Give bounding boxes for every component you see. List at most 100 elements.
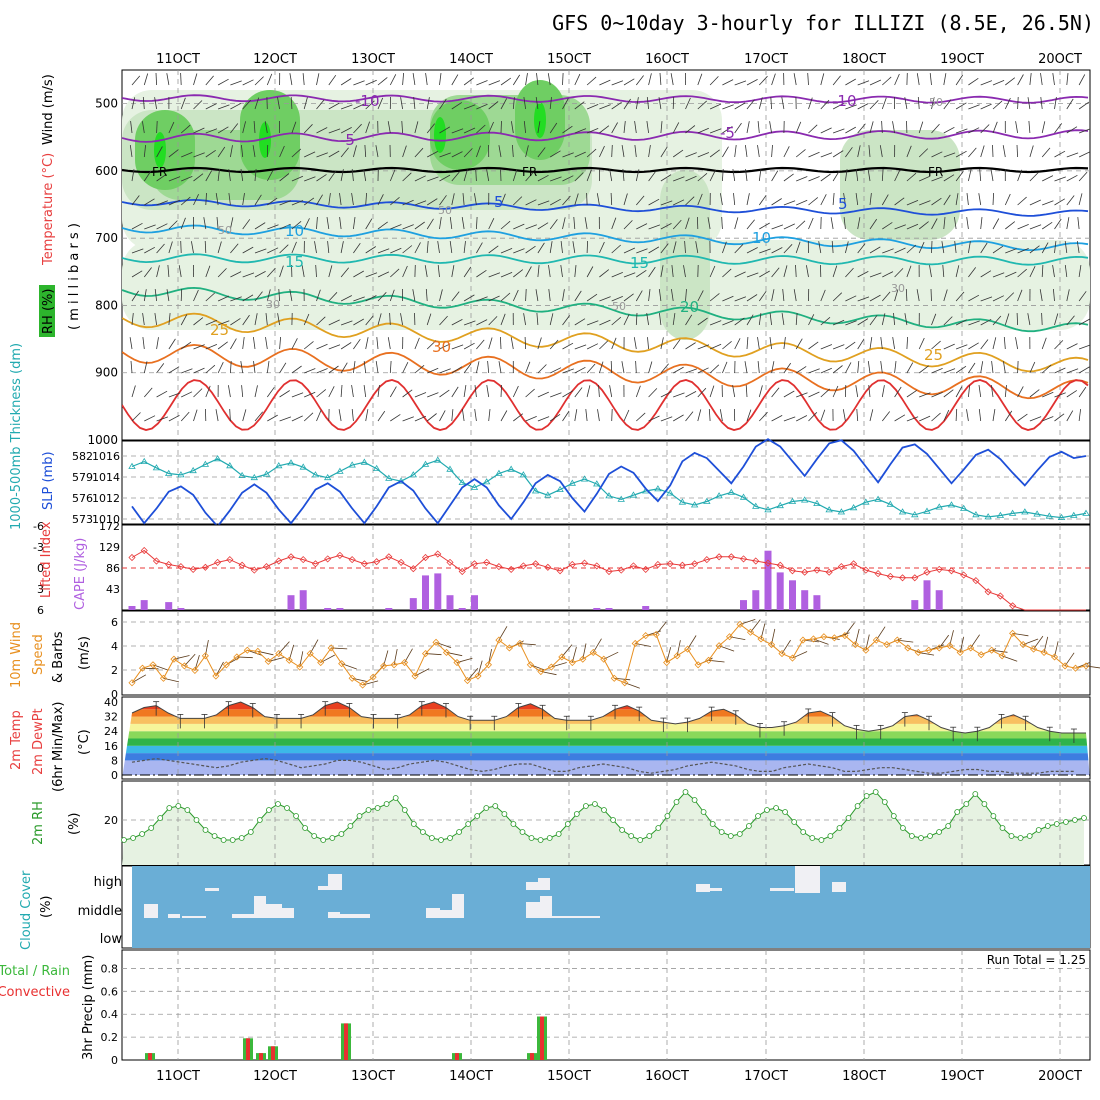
upper-wind-barb <box>869 315 878 326</box>
thickness-point <box>605 492 613 499</box>
upper-wind-barb <box>783 337 786 350</box>
upper-wind-barb <box>857 296 870 302</box>
upper-wind-barb <box>1003 336 1006 350</box>
thickness-point <box>336 467 344 474</box>
wind10-point <box>411 672 419 680</box>
isotherm-line <box>122 286 1089 333</box>
upper-wind-barb <box>168 199 181 206</box>
upper-wind-barb <box>562 315 571 326</box>
wind10-barb <box>404 648 413 663</box>
upper-wind-barb <box>795 312 798 326</box>
upper-wind-barb <box>1066 152 1079 158</box>
upper-wind-barb <box>525 73 528 86</box>
upper-wind-barb <box>462 409 465 422</box>
wind10-point <box>736 620 744 628</box>
thickness-tick: 573 <box>72 513 93 526</box>
upper-wind-barb <box>1017 169 1023 182</box>
wind10-point <box>663 658 671 667</box>
upper-wind-barb <box>500 77 512 86</box>
precip-tick: 0.4 <box>101 1008 119 1021</box>
upper-wind-barb <box>904 97 908 110</box>
upper-wind-barb <box>598 384 600 398</box>
upper-wind-barb <box>463 363 472 374</box>
upper-wind-barb <box>217 295 230 302</box>
upper-wind-barb <box>685 217 690 230</box>
upper-wind-barb <box>278 288 280 302</box>
upper-wind-barb <box>316 368 328 374</box>
upper-wind-barb <box>1015 337 1018 350</box>
upper-wind-barb <box>242 79 254 86</box>
upper-wind-barb <box>217 78 229 86</box>
upper-wind-barb <box>463 169 468 182</box>
upper-wind-barb <box>880 337 883 350</box>
date-label-bottom: 16OCT <box>645 1069 689 1084</box>
wind10-point <box>558 653 566 661</box>
upper-wind-barb <box>1029 73 1032 86</box>
upper-wind-barb <box>795 149 806 158</box>
upper-wind-barb <box>992 218 1000 230</box>
upper-wind-barb <box>426 198 438 206</box>
upper-wind-barb <box>586 266 594 278</box>
cloud-block <box>770 888 794 891</box>
upper-wind-barb <box>131 385 136 398</box>
upper-wind-barb <box>906 336 908 350</box>
upper-wind-barb <box>634 145 637 158</box>
date-label-top: 16OCT <box>645 52 689 67</box>
rh-contour-label: 50 <box>218 224 232 237</box>
rh2-point <box>664 813 671 819</box>
upper-wind-barb <box>732 385 736 398</box>
upper-wind-barb <box>869 121 874 134</box>
upper-wind-barb <box>365 218 373 230</box>
upper-wind-barb <box>757 337 760 350</box>
upper-wind-barb <box>377 271 390 278</box>
upper-wind-barb <box>328 319 340 326</box>
upper-wind-barb <box>500 272 513 278</box>
upper-wind-barb <box>290 96 293 110</box>
wind10-point <box>275 650 283 658</box>
upper-wind-barb <box>340 169 344 182</box>
upper-wind-barb <box>266 289 271 302</box>
upper-wind-barb <box>722 104 734 110</box>
upper-wind-barb <box>734 122 742 134</box>
upper-wind-barb <box>697 127 709 134</box>
upper-wind-barb <box>574 172 584 182</box>
rh-contour-region <box>840 130 960 240</box>
upper-wind-barb <box>401 120 403 134</box>
upper-wind-barb <box>708 408 711 422</box>
slp-series-line <box>131 438 1087 528</box>
upper-wind-barb <box>1078 128 1090 134</box>
li-point <box>250 566 258 574</box>
upper-wind-barb <box>931 197 942 206</box>
wind10-point <box>380 662 388 670</box>
upper-wind-barb <box>463 148 473 158</box>
upper-wind-barb <box>623 220 633 230</box>
upper-wind-barb <box>842 409 846 422</box>
cloud-label: Cloud Cover <box>19 870 34 950</box>
upper-wind-barb <box>180 314 188 326</box>
upper-wind-barb <box>155 72 157 86</box>
upper-wind-barb <box>525 416 537 422</box>
upper-wind-barb <box>783 146 790 158</box>
upper-wind-barb <box>316 174 327 182</box>
temp-band <box>122 723 1090 732</box>
wind10-point <box>537 667 545 676</box>
cloud-background <box>132 866 1090 948</box>
upper-wind-barb <box>992 272 1005 278</box>
upper-wind-barb <box>672 219 682 230</box>
temp2-grid <box>177 697 1061 779</box>
upper-wind-barb <box>659 313 662 326</box>
rh2-point <box>900 825 906 831</box>
rh2-point <box>1035 827 1042 833</box>
wind10-barb <box>875 626 886 641</box>
upper-wind-barb <box>537 337 542 350</box>
upper-wind-barb <box>550 392 562 398</box>
upper-wind-barb <box>451 102 463 110</box>
upper-wind-barb <box>1029 361 1036 374</box>
wind10-point <box>1071 664 1080 672</box>
upper-wind-barb <box>660 416 673 422</box>
li-point <box>850 560 858 568</box>
upper-wind-barb <box>855 169 859 182</box>
wind10-point <box>170 655 178 663</box>
upper-wind-barb <box>611 122 618 134</box>
upper-wind-barb <box>205 128 218 134</box>
